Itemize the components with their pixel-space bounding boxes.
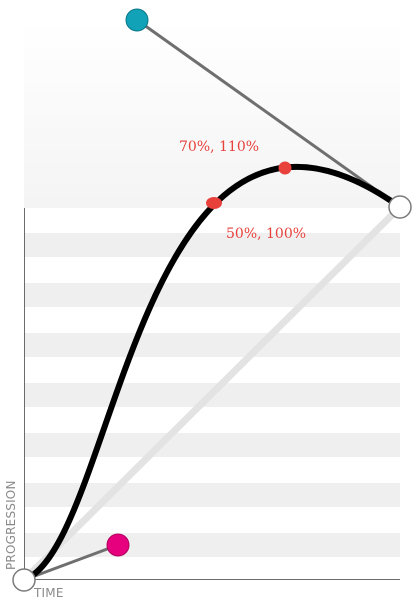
grid-stripe (24, 333, 400, 357)
grid-stripe (24, 533, 400, 557)
y-axis (24, 208, 25, 580)
control-line-1 (23, 543, 119, 582)
control-point-1-icon[interactable] (106, 533, 130, 557)
annotation-50-100: 50%, 100% (226, 226, 307, 242)
annotation-70-110: 70%, 110% (179, 139, 260, 155)
x-axis (24, 579, 400, 580)
timing-curve (21, 164, 403, 583)
x-axis-label: TIME (34, 586, 64, 600)
marker-70-110 (278, 161, 292, 175)
grid-stripe (24, 283, 400, 307)
start-handle-icon (12, 568, 36, 592)
grid-stripe (24, 233, 400, 257)
end-handle-icon (388, 195, 412, 219)
marker-50-100 (206, 197, 222, 209)
linear-reference-line (20, 203, 404, 584)
y-axis-label: PROGRESSION (4, 480, 18, 570)
control-point-2-icon[interactable] (125, 8, 149, 32)
grid-stripe (24, 433, 400, 457)
grid-stripe (24, 483, 400, 507)
control-line-2 (136, 18, 401, 209)
